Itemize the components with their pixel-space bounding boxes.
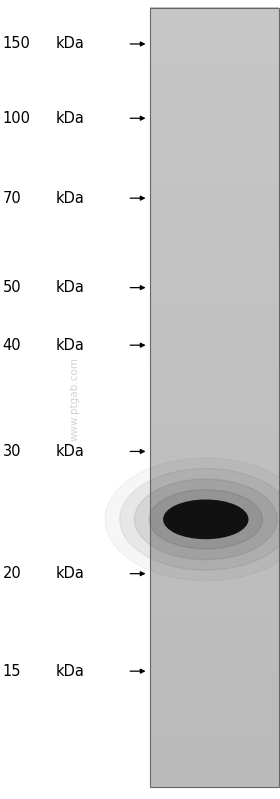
Text: kDa: kDa [56,191,85,205]
Text: kDa: kDa [56,338,85,352]
Text: kDa: kDa [56,444,85,459]
Text: 40: 40 [3,338,22,352]
Text: 20: 20 [3,566,22,581]
Text: 15: 15 [3,664,21,678]
Text: 30: 30 [3,444,21,459]
Text: kDa: kDa [56,280,85,295]
Ellipse shape [134,479,277,559]
Ellipse shape [149,490,263,549]
Text: 70: 70 [3,191,22,205]
Text: kDa: kDa [56,566,85,581]
Text: kDa: kDa [56,37,85,51]
Text: kDa: kDa [56,111,85,125]
Text: 150: 150 [3,37,31,51]
Text: www.ptgab.com: www.ptgab.com [69,358,79,441]
Text: 100: 100 [3,111,31,125]
Ellipse shape [164,500,248,539]
Text: 50: 50 [3,280,22,295]
Ellipse shape [120,468,280,570]
Text: kDa: kDa [56,664,85,678]
Bar [150,8,279,787]
